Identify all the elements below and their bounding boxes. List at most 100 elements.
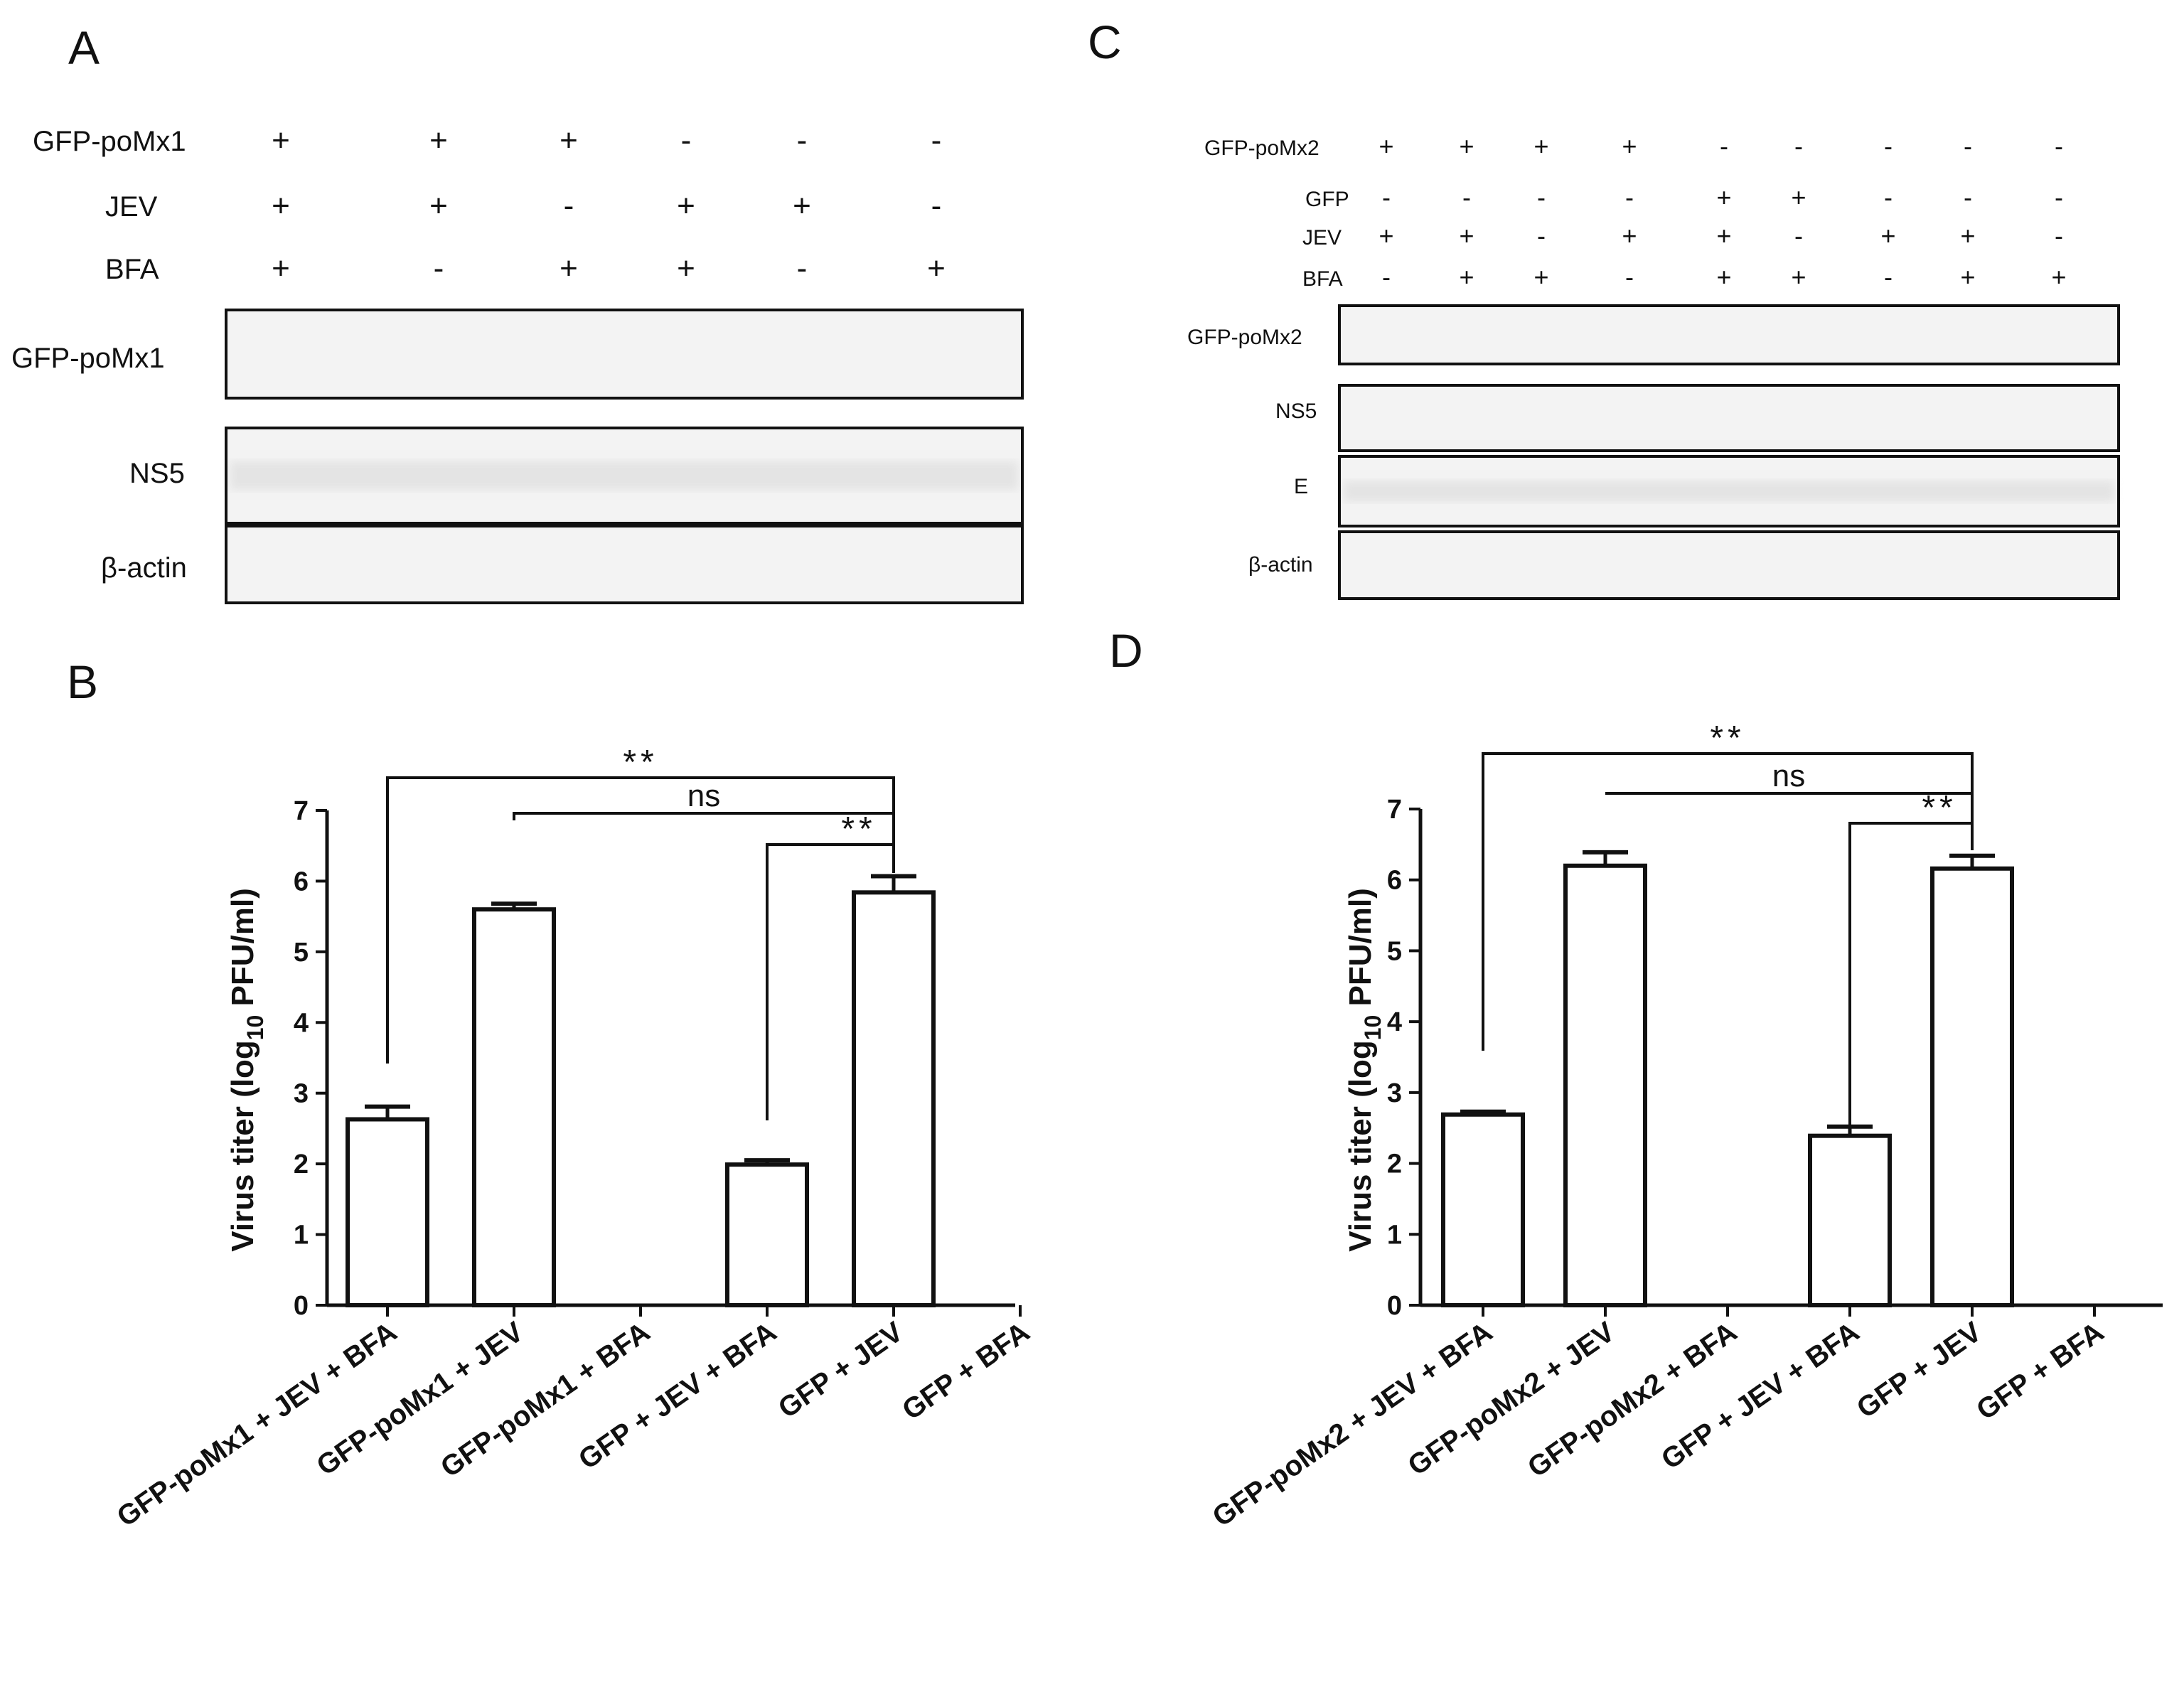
blot-a-sign-0-5: -	[931, 123, 942, 158]
130-strip-frame-0	[1338, 304, 2120, 365]
blot-a-sign-grid: + + + - - - + + - + + - + - + + - +	[272, 123, 946, 286]
chart-b-y-tick-label-0: 0	[294, 1291, 309, 1321]
chart-b-bar-0	[346, 1117, 429, 1307]
panel-letter-d: D	[1109, 624, 1143, 677]
blot-a-row-label-2: β-actin	[101, 552, 187, 584]
chart-d-comparison-label-0: **	[1710, 719, 1745, 757]
panel-letter-c: C	[1088, 16, 1122, 68]
chart-d-y-axis-label: Virus titer (log10 PFU/ml)	[1343, 888, 1386, 1252]
blot-c-sign-3-5: +	[1791, 262, 1806, 291]
chart-d-y-tick-label-7: 7	[1387, 795, 1402, 825]
chart-d-bar-4	[1930, 866, 2014, 1307]
chart-d-y-tick-label-5: 5	[1387, 936, 1402, 966]
blot-c-sign-1-6: -	[1884, 183, 1893, 212]
chart-b-comparison-label-1: ns	[687, 778, 720, 813]
blot-c-condition-label-3: BFA	[1302, 267, 1343, 291]
blot-c-sign-3-2: +	[1533, 262, 1548, 291]
blot-a-sign-1-5: -	[931, 188, 942, 223]
blot-c-sign-2-6: +	[1880, 221, 1895, 250]
chart-d-comparison-bracket-2	[1848, 822, 1974, 1126]
bar-chart-d: Virus titer (log10 PFU/ml) 0 1 2 3 4 5 6 7 GFP-p…	[1207, 719, 2163, 1533]
chart-d-comparison-label-1: ns	[1772, 759, 1805, 793]
blot-c-sign-0-0: +	[1379, 132, 1393, 161]
chart-b-y-tick-label-4: 4	[294, 1008, 309, 1038]
blot-c-sign-1-7: -	[1964, 183, 1972, 212]
chart-b-comparison-bracket-2	[766, 843, 895, 1120]
blot-c-condition-label-0: GFP-poMx2	[1204, 136, 1320, 160]
blot-a-sign-1-3: +	[677, 188, 695, 223]
140-strip-bg-0	[226, 310, 1022, 398]
blot-a-sign-1-4: +	[793, 188, 811, 223]
blot-a-sign-2-3: +	[677, 251, 695, 286]
chart-d-y-tick-label-3: 3	[1387, 1078, 1402, 1108]
panel-letter-a: A	[68, 21, 100, 74]
blot-a-sign-0-2: +	[560, 123, 578, 158]
blot-c-sign-3-8: +	[2051, 262, 2066, 291]
blot-c-sign-1-8: -	[2055, 183, 2063, 212]
chart-b-bar-4	[852, 890, 936, 1307]
blot-a-condition-label-2: BFA	[105, 254, 159, 285]
chart-b-bar-1	[472, 907, 556, 1307]
chart-b-y-tick-label-5: 5	[294, 938, 309, 968]
chart-d-y-tick-label-6: 6	[1387, 866, 1402, 896]
blot-a-sign-2-1: -	[434, 251, 444, 286]
blot-c-sign-2-0: +	[1379, 221, 1393, 250]
chart-b-comparison-label-2: **	[841, 810, 876, 848]
blot-c-condition-label-2: JEV	[1302, 226, 1342, 250]
blot-a-row-label-1: NS5	[129, 458, 185, 489]
blot-c-sign-0-5: -	[1794, 132, 1803, 161]
blot-a-sign-0-1: +	[429, 123, 448, 158]
blot-c-sign-2-4: +	[1716, 221, 1731, 250]
chart-d-category-label-2: GFP-poMx2 + BFA	[1522, 1316, 1743, 1484]
blot-a-sign-1-0: +	[272, 188, 290, 223]
blot-a-condition-label-0: GFP-poMx1	[33, 126, 186, 157]
bar-chart-b: Virus titer (log10 PFU/ml) 0 1 2 3 4 5 6 7 GFP-p…	[112, 744, 1035, 1533]
130-strip-haze-2	[1344, 481, 2114, 502]
chart-b-y-tick-label-6: 6	[294, 867, 309, 896]
chart-b-y-axis-label: Virus titer (log10 PFU/ml)	[225, 888, 268, 1252]
chart-b-y-tick-label-3: 3	[294, 1079, 309, 1109]
chart-d-category-label-3: GFP + JEV + BFA	[1656, 1316, 1865, 1475]
blot-c-sign-1-2: -	[1537, 183, 1546, 212]
blot-a-condition-label-1: JEV	[105, 191, 158, 223]
chart-d-y-tick-label-0: 0	[1387, 1291, 1402, 1321]
blot-c-strips	[1338, 304, 2120, 600]
130-strip-frame-1	[1338, 384, 2120, 452]
chart-d-bar-0	[1441, 1112, 1525, 1307]
chart-b-category-label-2: GFP-poMx1 + BFA	[435, 1316, 655, 1484]
blot-c-row-label-1: NS5	[1275, 400, 1317, 423]
chart-b-category-label-1: GFP-poMx1 + JEV	[311, 1316, 530, 1482]
blot-c-row-label-2: E	[1294, 475, 1308, 498]
blot-c-sign-3-0: -	[1382, 262, 1391, 291]
blot-a-sign-2-4: -	[797, 251, 808, 286]
blot-c-sign-1-5: +	[1791, 183, 1806, 212]
chart-d-comparison-label-2: **	[1922, 789, 1956, 827]
chart-b-bar-3	[725, 1162, 809, 1307]
blot-c-sign-2-3: +	[1622, 221, 1637, 250]
chart-d-y-tick-label-4: 4	[1387, 1007, 1402, 1037]
chart-d-y-tick-label-1: 1	[1387, 1220, 1402, 1250]
blot-c-sign-1-1: -	[1462, 183, 1471, 212]
blot-c-sign-2-5: -	[1794, 221, 1803, 250]
blot-c-sign-3-6: -	[1884, 262, 1893, 291]
chart-d-bar-3	[1808, 1133, 1892, 1307]
blot-c-condition-label-1: GFP	[1305, 188, 1349, 211]
blot-a-sign-2-5: +	[927, 251, 946, 286]
130-strip-bg-1	[1339, 385, 2119, 451]
blot-c-sign-3-3: -	[1625, 262, 1634, 291]
chart-b-comparison-bracket-1	[513, 812, 895, 845]
blot-c-sign-2-1: +	[1459, 221, 1474, 250]
chart-d-y-tick-label-2: 2	[1387, 1150, 1402, 1179]
blot-a-sign-2-2: +	[560, 251, 578, 286]
blot-c-sign-grid: + + + + - - - - - - - - - + + - - - + + - + + - + + - - + + - + + - + +	[1379, 132, 2066, 291]
chart-d-comparison-bracket-0	[1482, 752, 1974, 1051]
chart-b-comparison-bracket-0	[386, 776, 895, 1064]
blot-c-row-label-3: β-actin	[1248, 553, 1313, 577]
blot-c-sign-3-4: +	[1716, 262, 1731, 291]
140-strip-haze-1	[230, 461, 1018, 491]
blot-c-sign-1-3: -	[1625, 183, 1634, 212]
blot-a-row-label-0: GFP-poMx1	[11, 343, 165, 374]
blot-c-sign-2-8: -	[2055, 221, 2063, 250]
